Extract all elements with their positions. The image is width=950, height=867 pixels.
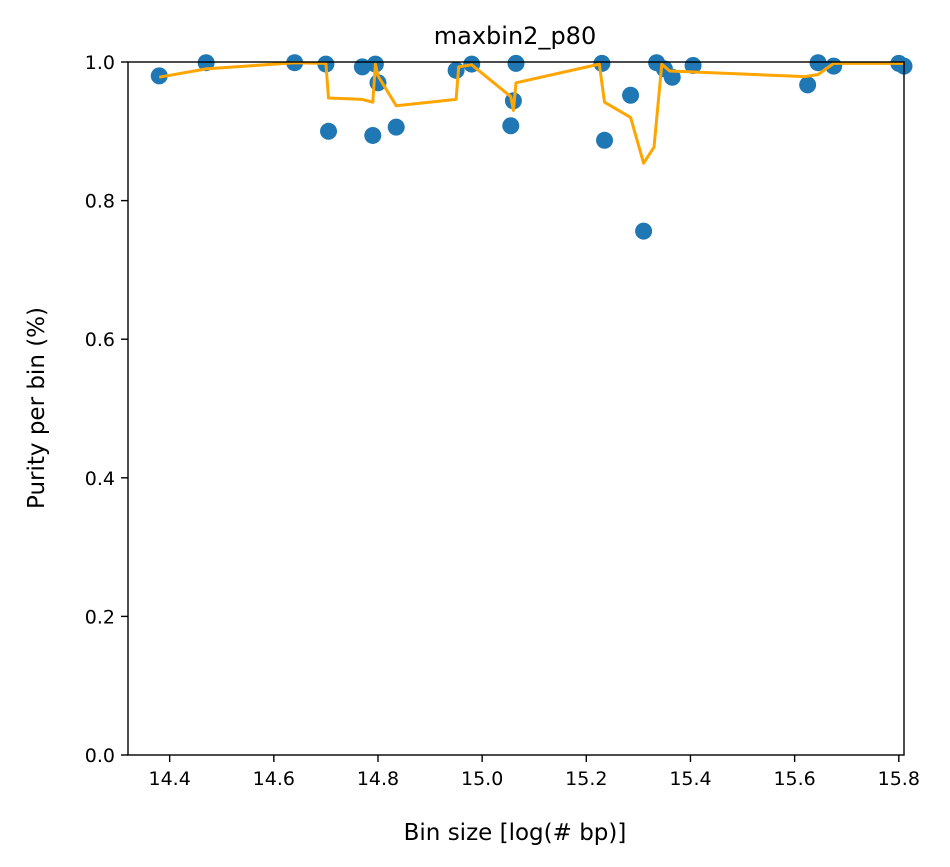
x-tick-label: 15.2 [565, 768, 607, 790]
x-axis-label: Bin size [log(# bp)] [404, 820, 627, 846]
x-tick-label: 14.8 [357, 768, 399, 790]
scatter-point [502, 117, 520, 135]
scatter-point [596, 131, 614, 149]
scatter-point [635, 222, 653, 240]
y-tick-label: 0.8 [85, 191, 115, 213]
y-axis: 0.0 0.2 0.4 0.6 0.8 1.0 [85, 52, 128, 767]
chart-title: maxbin2_p80 [434, 22, 596, 50]
y-tick-label: 0.0 [85, 745, 115, 767]
scatter-point [593, 54, 611, 72]
scatter-point [364, 126, 382, 144]
y-tick-label: 0.2 [85, 606, 115, 628]
x-tick-label: 14.4 [149, 768, 191, 790]
y-tick-label: 0.6 [85, 329, 115, 351]
y-tick-label: 0.4 [85, 468, 115, 490]
x-tick-label: 15.4 [669, 768, 711, 790]
scatter-point [447, 61, 465, 79]
scatter-point [663, 68, 681, 86]
scatter-point [320, 122, 338, 140]
axes-frame [127, 61, 905, 756]
scatter-point [799, 76, 817, 94]
y-tick-label: 1.0 [85, 52, 115, 74]
scatter-point [507, 54, 525, 72]
x-axis: 14.4 14.6 14.8 15.0 15.2 15.4 15.6 15.8 [149, 755, 920, 790]
scatter-point [387, 118, 405, 136]
x-tick-label: 14.6 [253, 768, 295, 790]
x-tick-label: 15.8 [878, 768, 920, 790]
x-tick-label: 15.6 [773, 768, 815, 790]
trend-line [158, 61, 904, 165]
scatter-point [684, 56, 702, 74]
y-axis-label: Purity per bin (%) [24, 307, 50, 509]
x-tick-label: 15.0 [461, 768, 503, 790]
scatter-point [622, 86, 640, 104]
plot-content [150, 54, 913, 240]
